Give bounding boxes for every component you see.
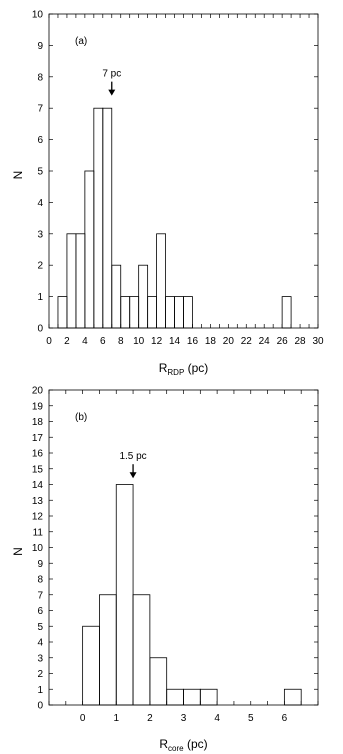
- x-tick-label: 3: [181, 713, 187, 724]
- y-tick-label: 14: [32, 480, 44, 491]
- x-tick-label: 12: [151, 336, 163, 347]
- chart-panel-1: 0 2 4 6 8 10 12 14 16 18 20 22 24 26 28 30012345678910N…: [11, 10, 324, 378]
- histogram-bar: [156, 233, 166, 329]
- y-tick-label: 7: [37, 590, 43, 601]
- y-tick-label: 0: [37, 324, 43, 335]
- y-tick-label: 4: [37, 198, 43, 209]
- y-tick-label: 3: [37, 229, 43, 240]
- x-tick-label: 10: [133, 336, 145, 347]
- y-tick-label: 16: [32, 449, 44, 460]
- panel-label: (b): [75, 412, 87, 423]
- histogram-bar: [132, 594, 151, 706]
- x-tick-label: 20: [223, 336, 235, 347]
- y-tick-label: 10: [32, 10, 44, 21]
- histogram-bar: [165, 296, 175, 329]
- x-tick-label: 28: [295, 336, 307, 347]
- histogram-bar: [149, 657, 168, 706]
- x-tick-label: 2: [64, 336, 70, 347]
- y-tick-label: 13: [32, 496, 44, 507]
- y-tick-label: 5: [37, 622, 43, 633]
- histogram-bar: [281, 296, 292, 329]
- y-axis-title: N: [11, 171, 25, 180]
- y-axis-title: N: [11, 547, 25, 556]
- x-tick-label: 30: [312, 336, 324, 347]
- x-tick-label: 5: [248, 713, 254, 724]
- x-tick-label: 4: [214, 713, 220, 724]
- y-tick-label: 1: [37, 292, 43, 303]
- histogram-bar: [111, 264, 122, 329]
- x-tick-label: 24: [259, 336, 271, 347]
- histogram-bar: [82, 625, 100, 706]
- y-tick-label: 11: [33, 527, 44, 538]
- annotation-arrowhead: [108, 89, 116, 96]
- x-tick-label: 22: [241, 336, 253, 347]
- histogram-bar: [93, 107, 104, 329]
- histogram-bar: [174, 296, 184, 329]
- y-tick-label: 12: [32, 512, 44, 523]
- y-tick-label: 0: [37, 701, 43, 712]
- x-tick-label: 0: [46, 336, 52, 347]
- y-tick-label: 9: [37, 41, 43, 52]
- y-tick-label: 2: [37, 669, 43, 680]
- y-tick-label: 2: [37, 261, 43, 272]
- x-tick-label: 0: [80, 713, 86, 724]
- histogram-bar: [183, 688, 201, 706]
- histogram-bar: [57, 296, 68, 329]
- annotation-arrowhead: [129, 472, 137, 479]
- panel-label: (a): [75, 36, 87, 47]
- x-tick-label: 14: [169, 336, 181, 347]
- y-tick-label: 20: [32, 386, 44, 397]
- x-tick-label: 16: [187, 336, 199, 347]
- x-tick-label: 8: [118, 336, 124, 347]
- y-tick-label: 6: [37, 606, 43, 617]
- y-tick-label: 8: [37, 575, 43, 586]
- y-tick-label: 8: [37, 72, 43, 83]
- histogram-bar: [75, 233, 86, 329]
- histogram-bar: [147, 296, 157, 329]
- y-tick-label: 3: [37, 653, 43, 664]
- histogram-bar: [129, 296, 140, 329]
- chart-panel-2: 0 1 2 3 4 5 601234567891011121314151617181920N…: [11, 386, 319, 753]
- histogram-bar: [99, 594, 117, 706]
- y-tick-label: 1: [37, 685, 43, 696]
- x-tick-label: 1: [113, 713, 119, 724]
- y-tick-label: 19: [32, 401, 44, 412]
- histogram-bar: [66, 233, 77, 329]
- y-tick-label: 7: [37, 104, 43, 115]
- plot-frame: [48, 389, 319, 706]
- histogram-bar: [183, 296, 193, 329]
- histogram-bar: [102, 107, 113, 329]
- y-tick-label: 18: [32, 417, 44, 428]
- y-tick-label: 9: [37, 559, 43, 570]
- histogram-bar: [138, 264, 149, 329]
- annotation-label: 1.5 pc: [119, 451, 146, 462]
- histogram-bar: [199, 688, 218, 706]
- x-tick-label: 4: [82, 336, 88, 347]
- y-tick-label: 15: [32, 464, 44, 475]
- annotation-label: 7 pc: [102, 69, 121, 80]
- x-tick-label: 26: [277, 336, 289, 347]
- x-axis-title: RRDP (pc): [159, 361, 209, 377]
- y-tick-label: 5: [37, 167, 43, 178]
- y-tick-label: 6: [37, 135, 43, 146]
- y-tick-label: 4: [37, 638, 43, 649]
- x-tick-label: 2: [147, 713, 153, 724]
- x-tick-label: 18: [205, 336, 217, 347]
- x-tick-label: 6: [282, 713, 288, 724]
- histogram-bar: [166, 688, 184, 706]
- y-tick-label: 17: [32, 433, 44, 444]
- x-tick-label: 6: [100, 336, 106, 347]
- histogram-bar: [120, 296, 131, 329]
- histogram-bar: [283, 688, 302, 706]
- x-axis-title: Rcore (pc): [159, 737, 207, 753]
- y-tick-label: 10: [32, 543, 44, 554]
- histogram-bar: [84, 170, 95, 329]
- histogram-bar: [115, 484, 134, 706]
